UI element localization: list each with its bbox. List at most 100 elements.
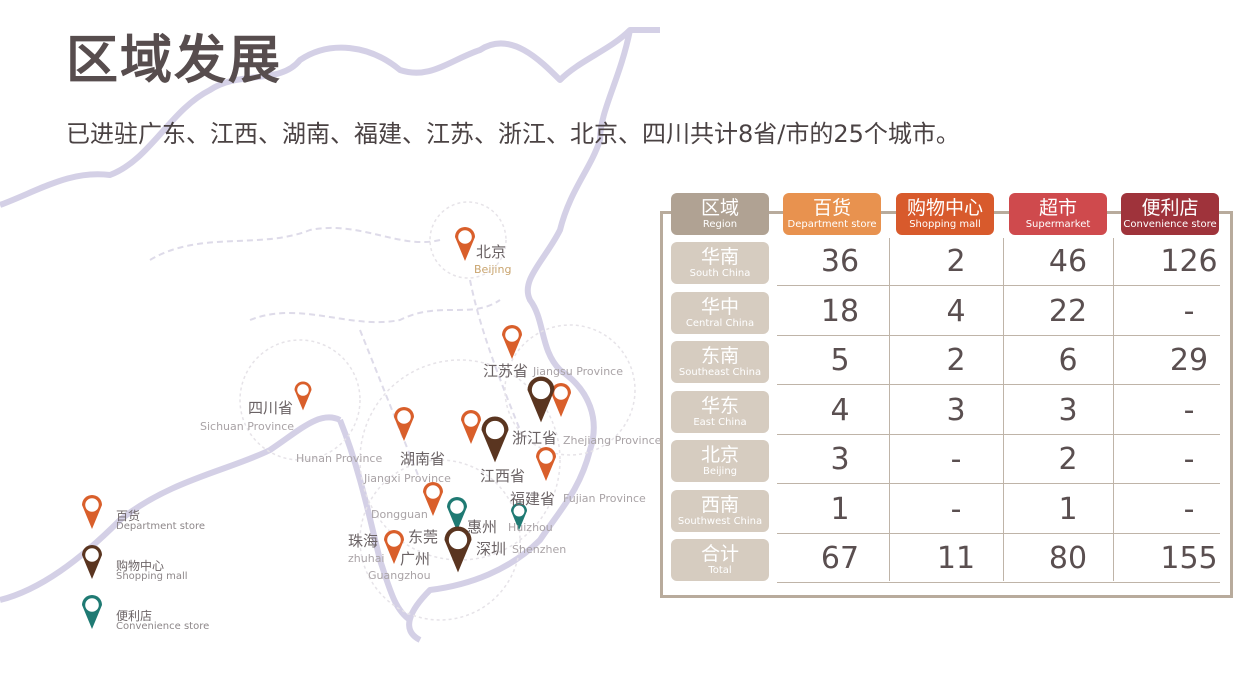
table-cell-mall: 2 xyxy=(946,244,966,279)
pin-hole xyxy=(85,498,99,512)
pin-hole xyxy=(505,328,519,342)
legend-department-label: 百货 xyxy=(116,509,141,523)
header-cn: 购物中心 xyxy=(906,197,983,219)
label-huizhou: 惠州 xyxy=(467,518,498,536)
pin-hole xyxy=(464,413,478,427)
header-region: 区域 Region xyxy=(671,193,769,235)
table-cell-supermarket: 22 xyxy=(1048,293,1088,329)
pin-hole xyxy=(554,386,568,400)
label-dongguan: 东莞 xyxy=(408,528,439,546)
column-divider xyxy=(1003,238,1004,581)
table-cell-mall: 3 xyxy=(946,392,966,428)
row-divider xyxy=(777,582,1220,583)
label-fujian-en: Fujian Province xyxy=(563,492,646,505)
table-cell-department: 36 xyxy=(820,244,860,279)
label-beijing: 北京 xyxy=(476,243,507,261)
pin-hole xyxy=(531,380,551,400)
pin-hole xyxy=(539,450,553,464)
region-en: Southeast China xyxy=(678,367,762,378)
table-cell-mall: 11 xyxy=(936,541,976,576)
label-shenzhen-en: Shenzhen xyxy=(512,543,567,556)
table-cell-convenience: - xyxy=(1183,293,1195,329)
row-divider xyxy=(777,334,1220,336)
label-zhuhai-en: zhuhai xyxy=(348,552,385,565)
pin-hole xyxy=(387,533,401,547)
legend-mall-label-en: Shopping mall xyxy=(116,571,188,582)
table-cell-supermarket: 46 xyxy=(1048,244,1088,279)
pin-hole xyxy=(426,485,440,499)
legend-mall-label: 购物中心 xyxy=(116,559,165,573)
province-borders xyxy=(149,226,521,481)
column-divider xyxy=(889,238,890,581)
table-cell-mall: 4 xyxy=(946,293,966,329)
label-hunan: 湖南省 xyxy=(400,450,446,468)
region-cn: 华中 xyxy=(700,295,739,318)
label-zhejiang-en: Zhejiang Province xyxy=(563,434,662,447)
legend-convenience-label: 便利店 xyxy=(116,609,153,623)
table-cell-supermarket: 1 xyxy=(1058,491,1078,527)
pin-hole xyxy=(450,500,464,514)
pin-hole xyxy=(458,230,472,244)
header-cn: 区域 xyxy=(700,197,739,219)
region-cn: 北京 xyxy=(700,444,739,466)
column-divider xyxy=(1113,238,1114,581)
label-dongguan-en: Dongguan xyxy=(371,508,428,521)
row-region-label: 东南 Southeast China xyxy=(671,341,769,383)
pin-hole xyxy=(513,505,525,517)
table-cell-mall: 2 xyxy=(946,343,966,378)
table-cell-supermarket: 80 xyxy=(1048,541,1088,576)
pin-hole xyxy=(85,598,99,612)
table-cell-department: 1 xyxy=(830,491,850,527)
label-guangzhou: 广州 xyxy=(400,550,431,568)
header-cn: 百货 xyxy=(812,197,851,219)
region-en: Central China xyxy=(685,317,755,329)
region-cn: 东南 xyxy=(700,345,739,367)
region-en: East China xyxy=(693,416,747,428)
region-circles xyxy=(239,201,636,621)
label-zhejiang: 浙江省 xyxy=(512,429,558,447)
table-cell-convenience: 29 xyxy=(1169,343,1209,378)
region-cn: 合计 xyxy=(700,543,739,565)
row-divider xyxy=(777,384,1220,385)
header-supermarket: 超市 Supermarket xyxy=(1009,193,1107,235)
table-cell-convenience: 126 xyxy=(1160,244,1218,279)
row-divider xyxy=(777,483,1220,484)
label-beijing-en: Beijing xyxy=(474,263,512,276)
page-title: 区域发展 xyxy=(66,31,283,91)
region-en: Beijing xyxy=(702,466,738,477)
label-jiangxi: 江西省 xyxy=(480,467,526,485)
label-zhuhai: 珠海 xyxy=(348,532,379,550)
header-en: Region xyxy=(702,219,738,230)
china-map xyxy=(0,27,660,643)
header-en: Department store xyxy=(787,219,877,230)
row-region-label: 华中 Central China xyxy=(671,291,769,334)
region-en: Southwest China xyxy=(677,515,763,527)
table-cell-mall: - xyxy=(950,491,962,527)
table-cell-department: 18 xyxy=(820,293,860,329)
legend-department-label-en: Department store xyxy=(116,521,205,532)
header-cn: 超市 xyxy=(1038,197,1077,219)
table-cell-department: 4 xyxy=(830,392,850,428)
label-jiangxi-en: Jiangxi Province xyxy=(364,472,451,485)
legend-convenience-label-en: Convenience store xyxy=(116,621,210,632)
page-subtitle: 已进驻广东、江西、湖南、福建、江苏、浙江、北京、四川共计8省/市的25个城市。 xyxy=(66,120,960,148)
row-region-label: 华南 South China xyxy=(671,242,769,284)
table-cell-convenience: - xyxy=(1183,442,1195,477)
label-fujian: 福建省 xyxy=(510,490,556,508)
label-huizhou-en: Huizhou xyxy=(508,521,553,534)
region-en: South China xyxy=(689,268,751,279)
header-en: Supermarket xyxy=(1025,219,1091,230)
region-cn: 西南 xyxy=(700,493,739,516)
pin-hole xyxy=(85,548,99,562)
map-pins xyxy=(82,227,571,629)
region-cn: 华南 xyxy=(700,246,739,268)
header-department: 百货 Department store xyxy=(783,193,881,235)
row-region-label: 北京 Beijing xyxy=(671,440,769,482)
row-region-label: 西南 Southwest China xyxy=(671,489,769,532)
label-jiangsu: 江苏省 xyxy=(483,362,529,380)
header-en: Shopping mall xyxy=(909,219,981,230)
header-en: Convenience store xyxy=(1123,219,1217,230)
pin-hole xyxy=(448,530,468,550)
header-mall: 购物中心 Shopping mall xyxy=(896,193,994,235)
label-hunan-en: Hunan Province xyxy=(296,452,383,465)
